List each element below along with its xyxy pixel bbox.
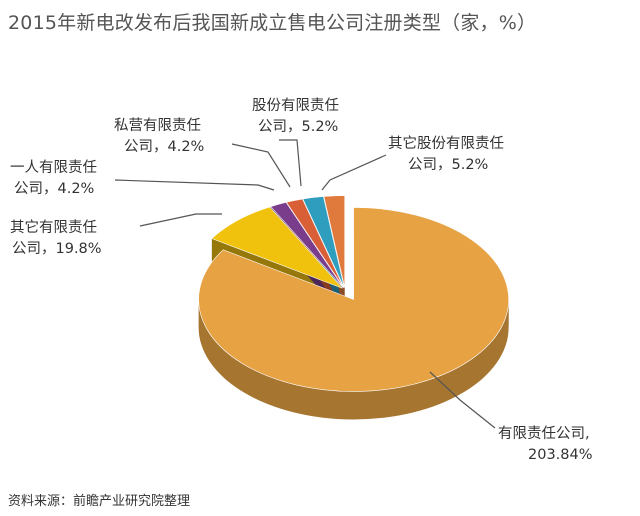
slice-2 [270, 201, 344, 289]
leader-lines [114, 139, 496, 429]
slice-0 [198, 207, 509, 392]
label-one-person-ltd: 一人有限责任 公司，4.2% [10, 160, 97, 197]
slice-4 [302, 196, 345, 288]
leader-line-0 [279, 139, 302, 187]
leader-line-3 [114, 179, 275, 191]
slice-side-0 [198, 299, 509, 420]
label-joint-stock: 股份有限责任 公司，5.2% [252, 98, 339, 135]
leader-line-5 [429, 371, 496, 429]
leader-line-1 [231, 143, 291, 188]
source-note: 资料来源：前瞻产业研究院整理 [8, 494, 191, 509]
pie-top-layer [198, 195, 509, 392]
chart-title: 2015年新电改发布后我国新成立售电公司注册类型（家，%） [8, 12, 537, 34]
label-private-ltd: 私营有限责任 公司，4.2% [114, 118, 205, 155]
slice-5 [323, 195, 346, 288]
leader-line-4 [139, 213, 222, 227]
slice-3 [285, 198, 344, 288]
label-ltd: 有限责任公司, 203.84% [498, 426, 593, 463]
label-other-joint-stock: 其它股份有限责任 公司，5.2% [388, 136, 504, 173]
label-other-ltd: 其它有限责任 公司，19.8% [10, 220, 102, 257]
slice-1 [211, 206, 343, 289]
leader-line-2 [321, 154, 387, 191]
